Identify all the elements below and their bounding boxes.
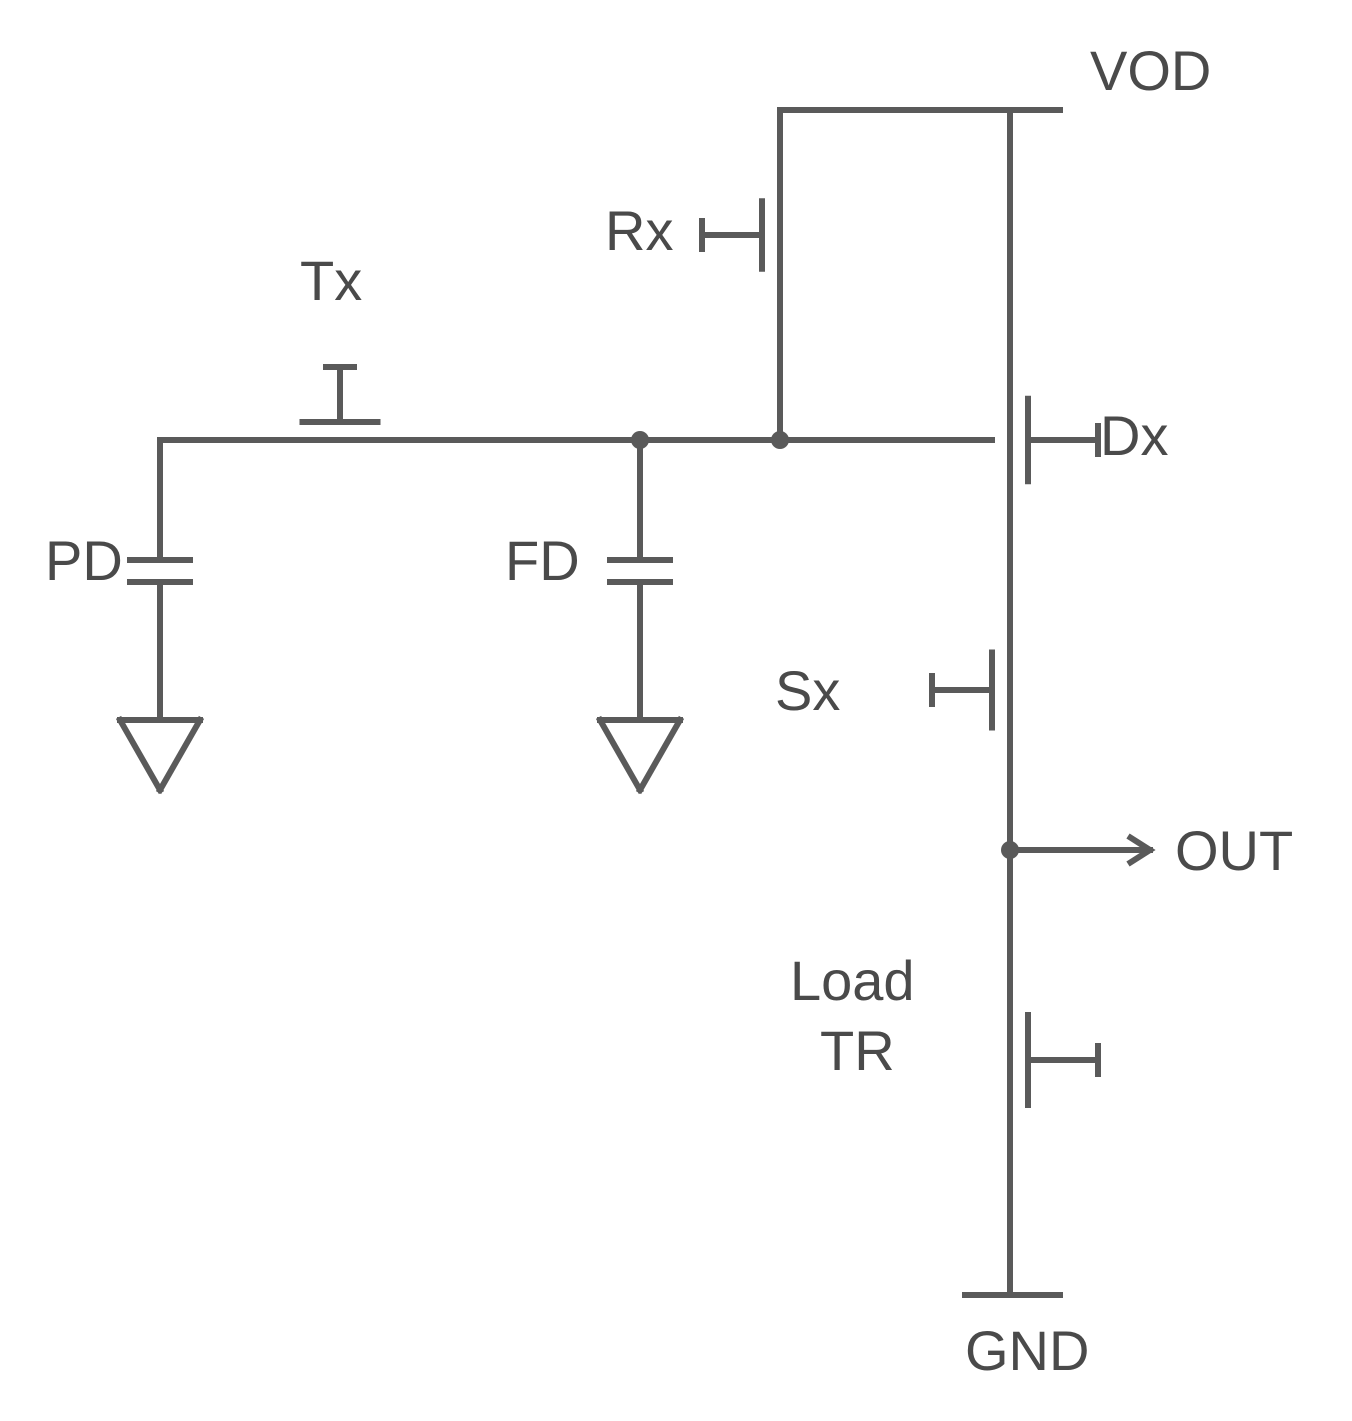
pd-tri-l	[120, 720, 160, 790]
label-fd: FD	[505, 529, 580, 592]
label-load1: Load	[790, 949, 915, 1012]
rx-fd-node	[771, 431, 789, 449]
label-gnd: GND	[965, 1319, 1089, 1382]
label-dx: Dx	[1100, 404, 1168, 467]
label-sx: Sx	[775, 659, 840, 722]
label-out: OUT	[1175, 819, 1293, 882]
label-pd: PD	[45, 529, 123, 592]
label-vod: VOD	[1090, 39, 1211, 102]
label-rx: Rx	[605, 199, 673, 262]
fd-tri-l	[600, 720, 640, 790]
pd-tri-r	[160, 720, 200, 790]
label-tx: Tx	[300, 249, 362, 312]
fd-tri-r	[640, 720, 680, 790]
label-load2: TR	[820, 1019, 895, 1082]
